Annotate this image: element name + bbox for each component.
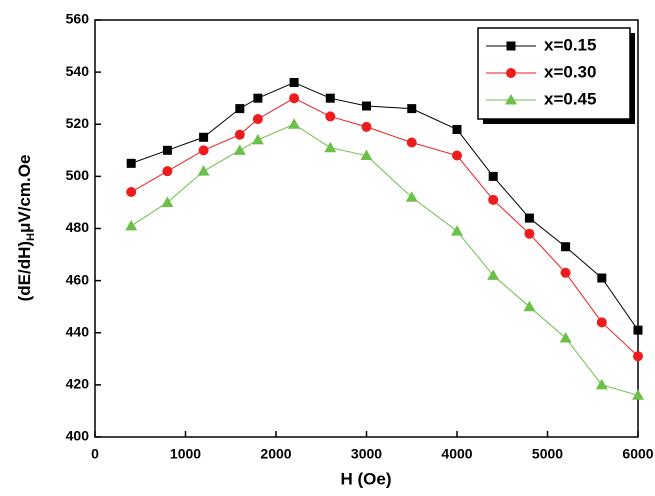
series-line <box>130 123 639 396</box>
y-tick-label: 400 <box>66 428 90 444</box>
marker <box>325 111 336 122</box>
marker <box>488 194 499 205</box>
legend-label: x=0.45 <box>544 89 596 108</box>
legend-marker <box>505 94 517 105</box>
x-tick-label: 1000 <box>170 446 201 462</box>
marker <box>452 150 462 161</box>
marker <box>289 93 300 104</box>
marker <box>234 129 245 140</box>
marker <box>360 149 373 161</box>
x-tick-label: 6000 <box>622 446 653 462</box>
marker <box>126 158 136 168</box>
legend-marker <box>506 41 516 51</box>
marker <box>325 93 335 103</box>
x-tick-label: 2000 <box>260 446 291 462</box>
marker <box>125 219 138 231</box>
legend-label: x=0.30 <box>544 62 596 81</box>
y-tick-label: 420 <box>66 376 90 392</box>
x-tick-label: 3000 <box>351 446 382 462</box>
marker <box>126 187 137 198</box>
marker <box>362 101 371 111</box>
marker <box>632 389 644 400</box>
marker <box>633 325 643 335</box>
marker <box>251 133 264 145</box>
y-tick-label: 460 <box>66 271 90 287</box>
marker <box>452 124 462 134</box>
marker <box>596 317 607 328</box>
marker <box>198 145 209 156</box>
marker <box>197 165 210 176</box>
y-axis-label-main: (dE/dH) <box>15 241 34 301</box>
y-tick-label: 520 <box>66 115 90 131</box>
marker <box>523 300 536 312</box>
marker <box>289 78 299 88</box>
marker <box>233 144 246 155</box>
marker <box>560 267 571 278</box>
marker <box>253 93 263 103</box>
marker <box>524 213 534 223</box>
y-tick-label: 440 <box>66 323 90 339</box>
marker <box>162 166 173 177</box>
marker <box>488 171 498 181</box>
marker <box>406 137 417 148</box>
legend-label: x=0.15 <box>544 35 596 54</box>
y-axis-label: (dE/dH)HμV/cm.Oe <box>15 155 36 302</box>
marker <box>561 242 571 252</box>
x-tick-label: 0 <box>91 446 99 462</box>
marker <box>161 196 174 207</box>
x-axis-label: H (Oe) <box>341 469 392 488</box>
x-tick-label: 5000 <box>532 446 563 462</box>
marker <box>199 132 209 142</box>
marker <box>487 269 500 280</box>
marker <box>451 225 463 236</box>
marker <box>559 331 572 343</box>
marker <box>361 121 372 132</box>
marker <box>405 191 418 202</box>
marker <box>633 351 643 362</box>
marker <box>595 378 608 390</box>
x-tick-label: 4000 <box>441 446 472 462</box>
marker <box>162 145 172 155</box>
marker <box>524 228 535 239</box>
legend-marker <box>506 68 516 78</box>
y-tick-label: 540 <box>66 63 90 79</box>
marker <box>288 118 301 129</box>
y-tick-label: 480 <box>66 219 90 235</box>
marker <box>252 114 263 125</box>
y-tick-label: 500 <box>66 167 90 183</box>
marker <box>597 273 607 283</box>
marker <box>407 104 417 114</box>
marker <box>324 141 337 153</box>
y-axis-label-subscript: H <box>25 233 37 241</box>
y-tick-label: 560 <box>66 11 90 27</box>
y-axis-label-unit: μV/cm.Oe <box>15 155 34 233</box>
marker <box>235 104 245 114</box>
